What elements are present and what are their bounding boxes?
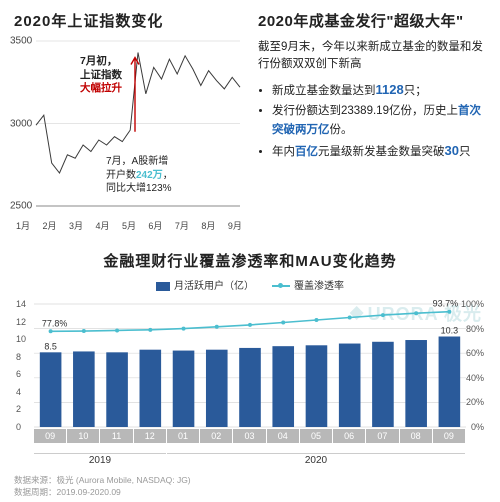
top-left-title: 2020年上证指数变化 <box>14 10 244 31</box>
x-category-cell: 05 <box>300 429 332 443</box>
bullet-2: 发行份额达到23389.19亿份，历史上首次突破两万亿份。 <box>272 102 486 139</box>
x-category-cell: 10 <box>67 429 99 443</box>
x-category-cell: 06 <box>333 429 365 443</box>
bullet-1-num: 1128 <box>376 82 404 97</box>
svg-text:77.8%: 77.8% <box>42 318 68 328</box>
legend-bar-swatch <box>156 282 170 291</box>
bullet-list: 新成立基金数量达到1128只； 发行份额达到23389.19亿份，历史上首次突破… <box>272 80 486 162</box>
legend-line-swatch <box>272 285 290 287</box>
x-category-cell: 04 <box>267 429 299 443</box>
combo-title: 金融理财行业覆盖渗透率和MAU变化趋势 <box>14 250 486 271</box>
bullet-3-hl1: 百亿 <box>295 146 318 158</box>
legend-bar-label: 月活跃用户（亿） <box>174 281 254 292</box>
svg-text:8.5: 8.5 <box>44 341 57 351</box>
x-category-cell: 09 <box>433 429 465 443</box>
sse-index-chart: 7月初， 上证指数 大幅拉升 7月，A股新增 开户数242万， 同比大增123%… <box>14 37 244 217</box>
combo-chart: 8.510.377.8%93.7% 024681012140%20%40%60%… <box>14 294 486 429</box>
anno-spike-hl: 大幅拉升 <box>80 82 122 94</box>
bullet-3-hl2: 30 <box>445 143 459 158</box>
footer: 数据来源：极光 (Aurora Mobile, NASDAQ: JG) 数据周期… <box>14 474 191 498</box>
footer-source: 数据来源：极光 (Aurora Mobile, NASDAQ: JG) <box>14 474 191 486</box>
x-category-cell: 08 <box>400 429 432 443</box>
year-cell: 2020 <box>167 453 465 467</box>
x-category-cell: 03 <box>233 429 265 443</box>
anno-accounts: 7月，A股新增 开户数242万， 同比大增123% <box>106 155 173 196</box>
x-category-cell: 11 <box>100 429 132 443</box>
intro-text: 截至9月末，今年以来新成立基金的数量和发行份额双双创下新高 <box>258 39 486 74</box>
svg-text:93.7%: 93.7% <box>433 299 459 309</box>
combo-x-axis: 09101112010203040506070809 <box>34 429 466 451</box>
x-category-cell: 02 <box>200 429 232 443</box>
svg-text:10.3: 10.3 <box>441 326 459 336</box>
combo-year-axis: 20192020 <box>34 453 466 467</box>
bullet-1: 新成立基金数量达到1128只； <box>272 80 486 101</box>
top-right-title: 2020年成基金发行"超级大年" <box>258 10 486 31</box>
year-cell: 2019 <box>34 453 166 467</box>
line-x-axis: 1月2月3月4月5月6月7月8月9月 <box>14 219 244 232</box>
anno-accounts-num: 242万 <box>136 170 163 181</box>
anno-july-spike: 7月初， 上证指数 大幅拉升 <box>80 55 122 96</box>
footer-period: 数据周期：2019.09-2020.09 <box>14 486 191 498</box>
x-category-cell: 01 <box>167 429 199 443</box>
combo-legend: 月活跃用户（亿） 覆盖渗透率 <box>14 277 486 292</box>
x-category-cell: 07 <box>366 429 398 443</box>
bullet-3: 年内百亿元量级新发基金数量突破30只 <box>272 141 486 162</box>
legend-line-label: 覆盖渗透率 <box>294 281 344 292</box>
x-category-cell: 09 <box>34 429 66 443</box>
x-category-cell: 12 <box>134 429 166 443</box>
